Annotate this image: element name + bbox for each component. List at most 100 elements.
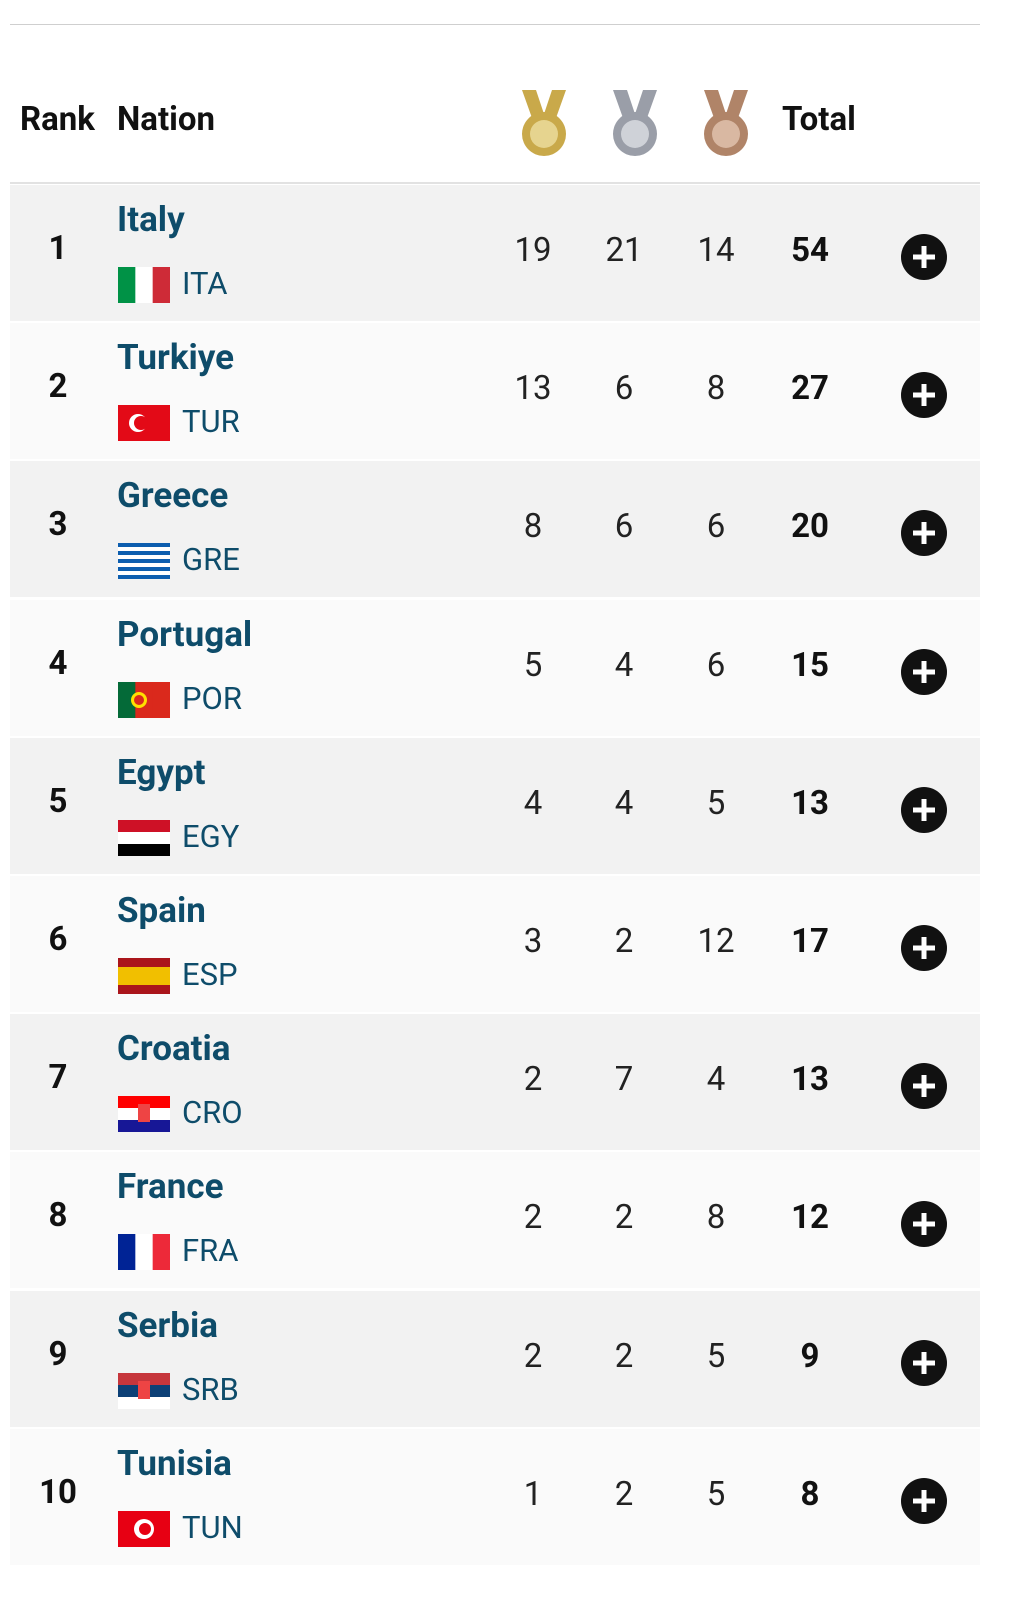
silver-count: 4 [614,645,634,685]
silver-count: 2 [614,1336,634,1376]
total-count: 8 [800,1474,820,1514]
nation-code: TUR [182,403,240,441]
total-count: 12 [791,1198,829,1238]
gold-count: 19 [514,231,552,270]
total-count: 15 [791,645,829,685]
rank: 1 [48,229,68,268]
gold-count: 8 [523,507,543,547]
bronze-count: 6 [706,507,726,547]
bronze-count: 5 [706,1474,726,1514]
rank: 5 [48,781,68,821]
nation-name: Egypt [117,751,206,793]
gold-count: 2 [523,1336,543,1376]
gold-medal-icon [522,90,566,156]
total-count: 27 [791,369,829,409]
silver-count: 21 [605,231,643,270]
table-row: 10 Tunisia TUN 1 2 5 8 [10,1428,980,1565]
rank: 4 [48,643,68,683]
gold-count: 3 [523,922,543,961]
flag [118,1096,170,1133]
silver-count: 6 [614,507,634,547]
rank: 2 [48,367,68,407]
total-count: 20 [791,507,829,547]
total-count: 54 [791,231,829,270]
nation-name: Tunisia [117,1442,232,1484]
gold-count: 5 [523,645,543,685]
expand-button[interactable] [900,371,948,419]
table-row: 2 Turkiye TUR 13 6 8 27 [10,323,980,460]
expand-button[interactable] [900,1062,948,1110]
flag [118,1510,170,1547]
nation-code: POR [182,679,242,717]
expand-button[interactable] [900,1339,948,1387]
nation-name: Spain [117,890,206,931]
gold-count: 2 [523,1198,543,1238]
silver-count: 2 [614,922,634,961]
nation-name: Italy [117,199,185,240]
nation-name: Turkiye [117,337,235,379]
flag [118,819,170,856]
rank: 6 [48,920,68,959]
header-total: Total [782,100,856,139]
table-row: 8 France FRA 2 2 8 12 [10,1152,980,1289]
table-row: 3 Greece GRE 8 6 6 20 [10,461,980,598]
gold-count: 4 [523,783,543,823]
gold-count: 13 [514,369,552,409]
rank: 9 [48,1334,68,1374]
silver-medal-icon [613,90,657,156]
rank: 10 [39,1472,77,1512]
flag [118,1372,170,1409]
nation-code: CRO [182,1094,243,1132]
flag [118,543,170,580]
gold-count: 1 [523,1474,543,1514]
total-count: 9 [800,1336,820,1376]
table-row: 4 Portugal POR 5 4 6 15 [10,599,980,736]
nation-name: Croatia [117,1028,231,1070]
header-divider [10,182,980,184]
bronze-count: 8 [706,369,726,409]
nation-code: ITA [182,265,228,302]
divider [10,24,980,25]
silver-count: 7 [614,1060,634,1100]
header-nation: Nation [117,100,215,139]
table-row: 1 Italy ITA 19 21 14 54 [10,185,980,321]
table-row: 9 Serbia SRB 2 2 5 9 [10,1290,980,1427]
expand-button[interactable] [900,1200,948,1248]
bronze-count: 12 [697,922,735,961]
nation-code: GRE [182,541,240,579]
bronze-count: 4 [706,1060,726,1100]
expand-button[interactable] [900,233,948,281]
total-count: 13 [791,1060,829,1100]
nation-code: SRB [182,1370,239,1408]
nation-name: Greece [117,475,229,517]
total-count: 13 [791,783,829,823]
silver-count: 6 [614,369,634,409]
nation-name: Portugal [117,613,253,655]
flag [118,405,170,442]
silver-count: 4 [614,783,634,823]
gold-count: 2 [523,1060,543,1100]
rank: 3 [48,505,68,545]
nation-code: FRA [182,1232,239,1270]
flag [118,958,170,994]
nation-code: ESP [182,956,238,993]
bronze-count: 5 [706,1336,726,1376]
silver-count: 2 [614,1474,634,1514]
nation-code: TUN [182,1508,243,1546]
total-count: 17 [791,922,829,961]
table-row: 7 Croatia CRO 2 7 4 13 [10,1014,980,1151]
expand-button[interactable] [900,648,948,696]
table-row: 6 Spain ESP 3 2 12 17 [10,876,980,1012]
nation-name: France [117,1166,224,1208]
flag [118,1234,170,1271]
bronze-medal-icon [704,90,748,156]
expand-button[interactable] [900,1477,948,1525]
expand-button[interactable] [900,786,948,834]
expand-button[interactable] [900,924,948,972]
bronze-count: 14 [697,231,735,270]
expand-button[interactable] [900,509,948,557]
flag [118,681,170,718]
